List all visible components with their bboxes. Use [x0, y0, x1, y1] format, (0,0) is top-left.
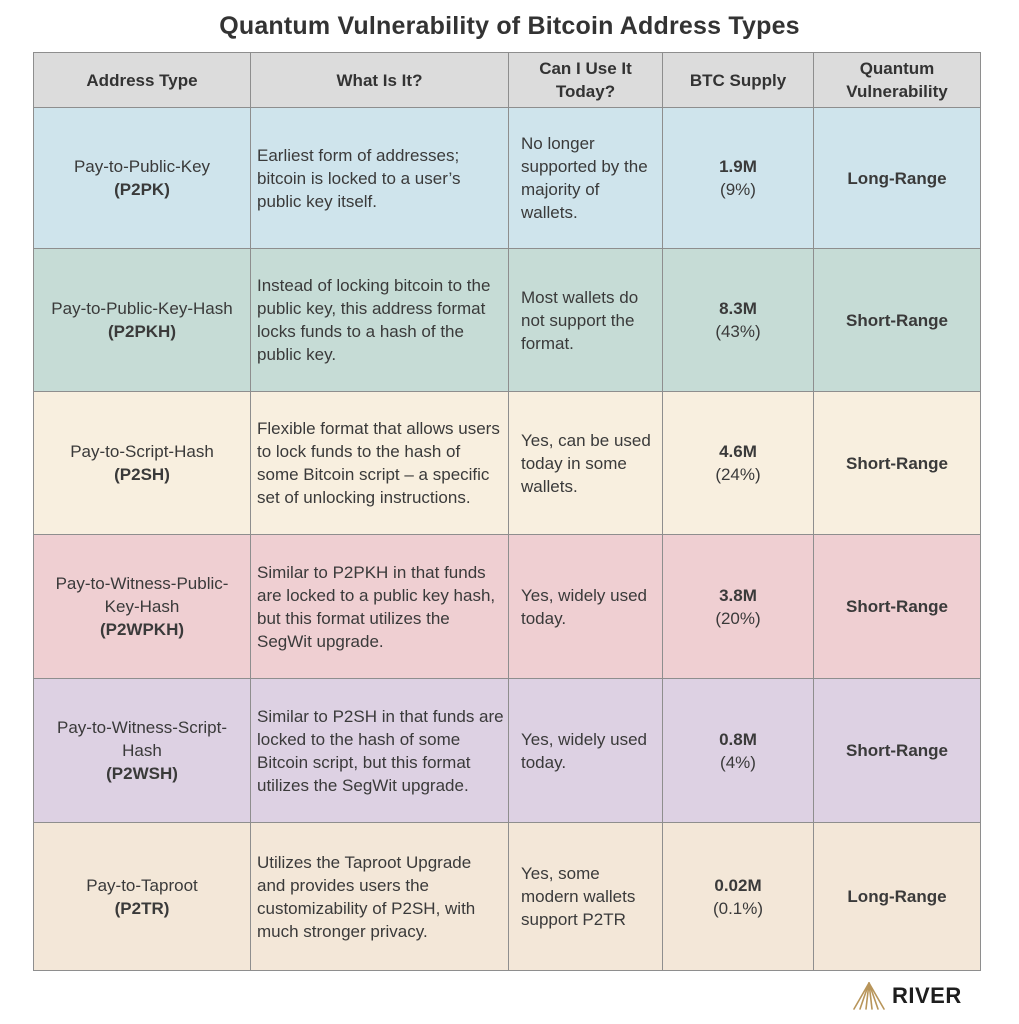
btc-supply-percent: (9%)	[720, 180, 756, 199]
vulnerability-cell: Short-Range	[813, 678, 981, 823]
address-type-name: Pay-to-Witness-Script-Hash	[56, 718, 228, 760]
description-cell: Instead of locking bitcoin to the public…	[250, 248, 509, 392]
description-cell: Similar to P2SH in that funds are locked…	[250, 678, 509, 823]
table-row: Pay-to-Witness-Public-Key-Hash (P2WPKH) S…	[33, 534, 981, 679]
vulnerability-cell: Short-Range	[813, 248, 981, 392]
btc-supply-percent: (20%)	[715, 608, 761, 628]
address-type-cell: Pay-to-Script-Hash (P2SH)	[33, 391, 251, 535]
header-can-use-line2: Today?	[555, 82, 616, 101]
btc-supply-cell: 3.8M (20%)	[662, 534, 814, 679]
river-logo-icon	[852, 981, 886, 1011]
header-address-type: Address Type	[33, 52, 251, 108]
address-type-cell: Pay-to-Public-Key (P2PK)	[33, 107, 251, 249]
address-type-name: Pay-to-Public-Key-Hash	[51, 299, 233, 318]
header-vuln-line2: Vulnerability	[846, 82, 948, 101]
btc-supply-amount: 1.9M	[719, 157, 757, 176]
header-vuln-line1: Quantum	[859, 59, 935, 78]
header-btc-supply: BTC Supply	[662, 52, 814, 108]
usability-cell: Yes, widely used today.	[508, 678, 663, 823]
btc-supply-cell: 0.8M (4%)	[662, 678, 814, 823]
address-type-cell: Pay-to-Witness-Script-Hash (P2WSH)	[33, 678, 251, 823]
usability-cell: Most wallets do not support the format.	[508, 248, 663, 392]
btc-supply-percent: (24%)	[715, 465, 761, 484]
address-type-cell: Pay-to-Public-Key-Hash (P2PKH)	[33, 248, 251, 392]
page-title: Quantum Vulnerability of Bitcoin Address…	[219, 12, 800, 40]
header-can-use-line1: Can I Use It	[539, 59, 632, 78]
description-cell: Flexible format that allows users to loc…	[250, 391, 509, 535]
header-what-is-it: What Is It?	[250, 52, 509, 108]
address-type-code: (P2WPKH)	[99, 620, 185, 639]
address-type-code: (P2WSH)	[106, 764, 178, 783]
btc-supply-amount: 8.3M	[719, 299, 757, 318]
btc-supply-amount: 3.8M	[719, 585, 757, 605]
usability-cell: No longer supported by the majority of w…	[508, 107, 663, 249]
usability-cell: Yes, some modern wallets support P2TR	[508, 822, 663, 971]
btc-supply-cell: 8.3M (43%)	[662, 248, 814, 392]
description-cell: Earliest form of addresses; bitcoin is l…	[250, 107, 509, 249]
table-row: Pay-to-Public-Key-Hash (P2PKH) Instead of…	[33, 248, 981, 392]
address-type-name: Pay-to-Script-Hash	[70, 442, 214, 461]
address-type-code: (P2PK)	[114, 180, 170, 199]
address-type-code: (P2SH)	[114, 465, 170, 484]
description-cell: Utilizes the Taproot Upgrade and provide…	[250, 822, 509, 971]
btc-supply-cell: 1.9M (9%)	[662, 107, 814, 249]
btc-supply-amount: 4.6M	[719, 442, 757, 461]
address-type-name: Pay-to-Taproot	[86, 875, 198, 895]
river-logo-text: RIVER	[892, 983, 962, 1008]
river-logo: RIVER	[852, 980, 962, 1012]
btc-supply-percent: (43%)	[715, 322, 761, 341]
table-header-row: Address Type What Is It? Can I Use It Tod…	[33, 52, 981, 108]
table-row: Pay-to-Taproot (P2TR) Utilizes the Taproo…	[33, 822, 981, 971]
address-types-table: Address Type What Is It? Can I Use It Tod…	[33, 52, 981, 971]
address-type-code: (P2TR)	[114, 898, 170, 918]
address-type-name: Pay-to-Witness-Public-Key-Hash	[55, 574, 229, 616]
address-type-code: (P2PKH)	[107, 322, 176, 341]
address-type-name: Pay-to-Public-Key	[73, 157, 211, 176]
vulnerability-cell: Long-Range	[813, 822, 981, 971]
vulnerability-cell: Long-Range	[813, 107, 981, 249]
vulnerability-cell: Short-Range	[813, 391, 981, 535]
btc-supply-percent: (4%)	[720, 752, 756, 772]
usability-cell: Yes, widely used today.	[508, 534, 663, 679]
description-cell: Similar to P2PKH in that funds are locke…	[250, 534, 509, 679]
btc-supply-cell: 0.02M (0.1%)	[662, 822, 814, 971]
table-row: Pay-to-Witness-Script-Hash (P2WSH) Simila…	[33, 678, 981, 823]
btc-supply-percent: (0.1%)	[712, 898, 764, 918]
header-can-use: Can I Use It Today?	[508, 52, 663, 108]
table-row: Pay-to-Public-Key (P2PK) Earliest form of…	[33, 107, 981, 249]
usability-cell: Yes, can be used today in some wallets.	[508, 391, 663, 535]
btc-supply-amount: 0.02M	[714, 875, 762, 895]
btc-supply-amount: 0.8M	[719, 729, 757, 749]
address-type-cell: Pay-to-Taproot (P2TR)	[33, 822, 251, 971]
btc-supply-cell: 4.6M (24%)	[662, 391, 814, 535]
header-quantum-vulnerability: Quantum Vulnerability	[813, 52, 981, 108]
address-type-cell: Pay-to-Witness-Public-Key-Hash (P2WPKH)	[33, 534, 251, 679]
table-row: Pay-to-Script-Hash (P2SH) Flexible format…	[33, 391, 981, 535]
vulnerability-cell: Short-Range	[813, 534, 981, 679]
